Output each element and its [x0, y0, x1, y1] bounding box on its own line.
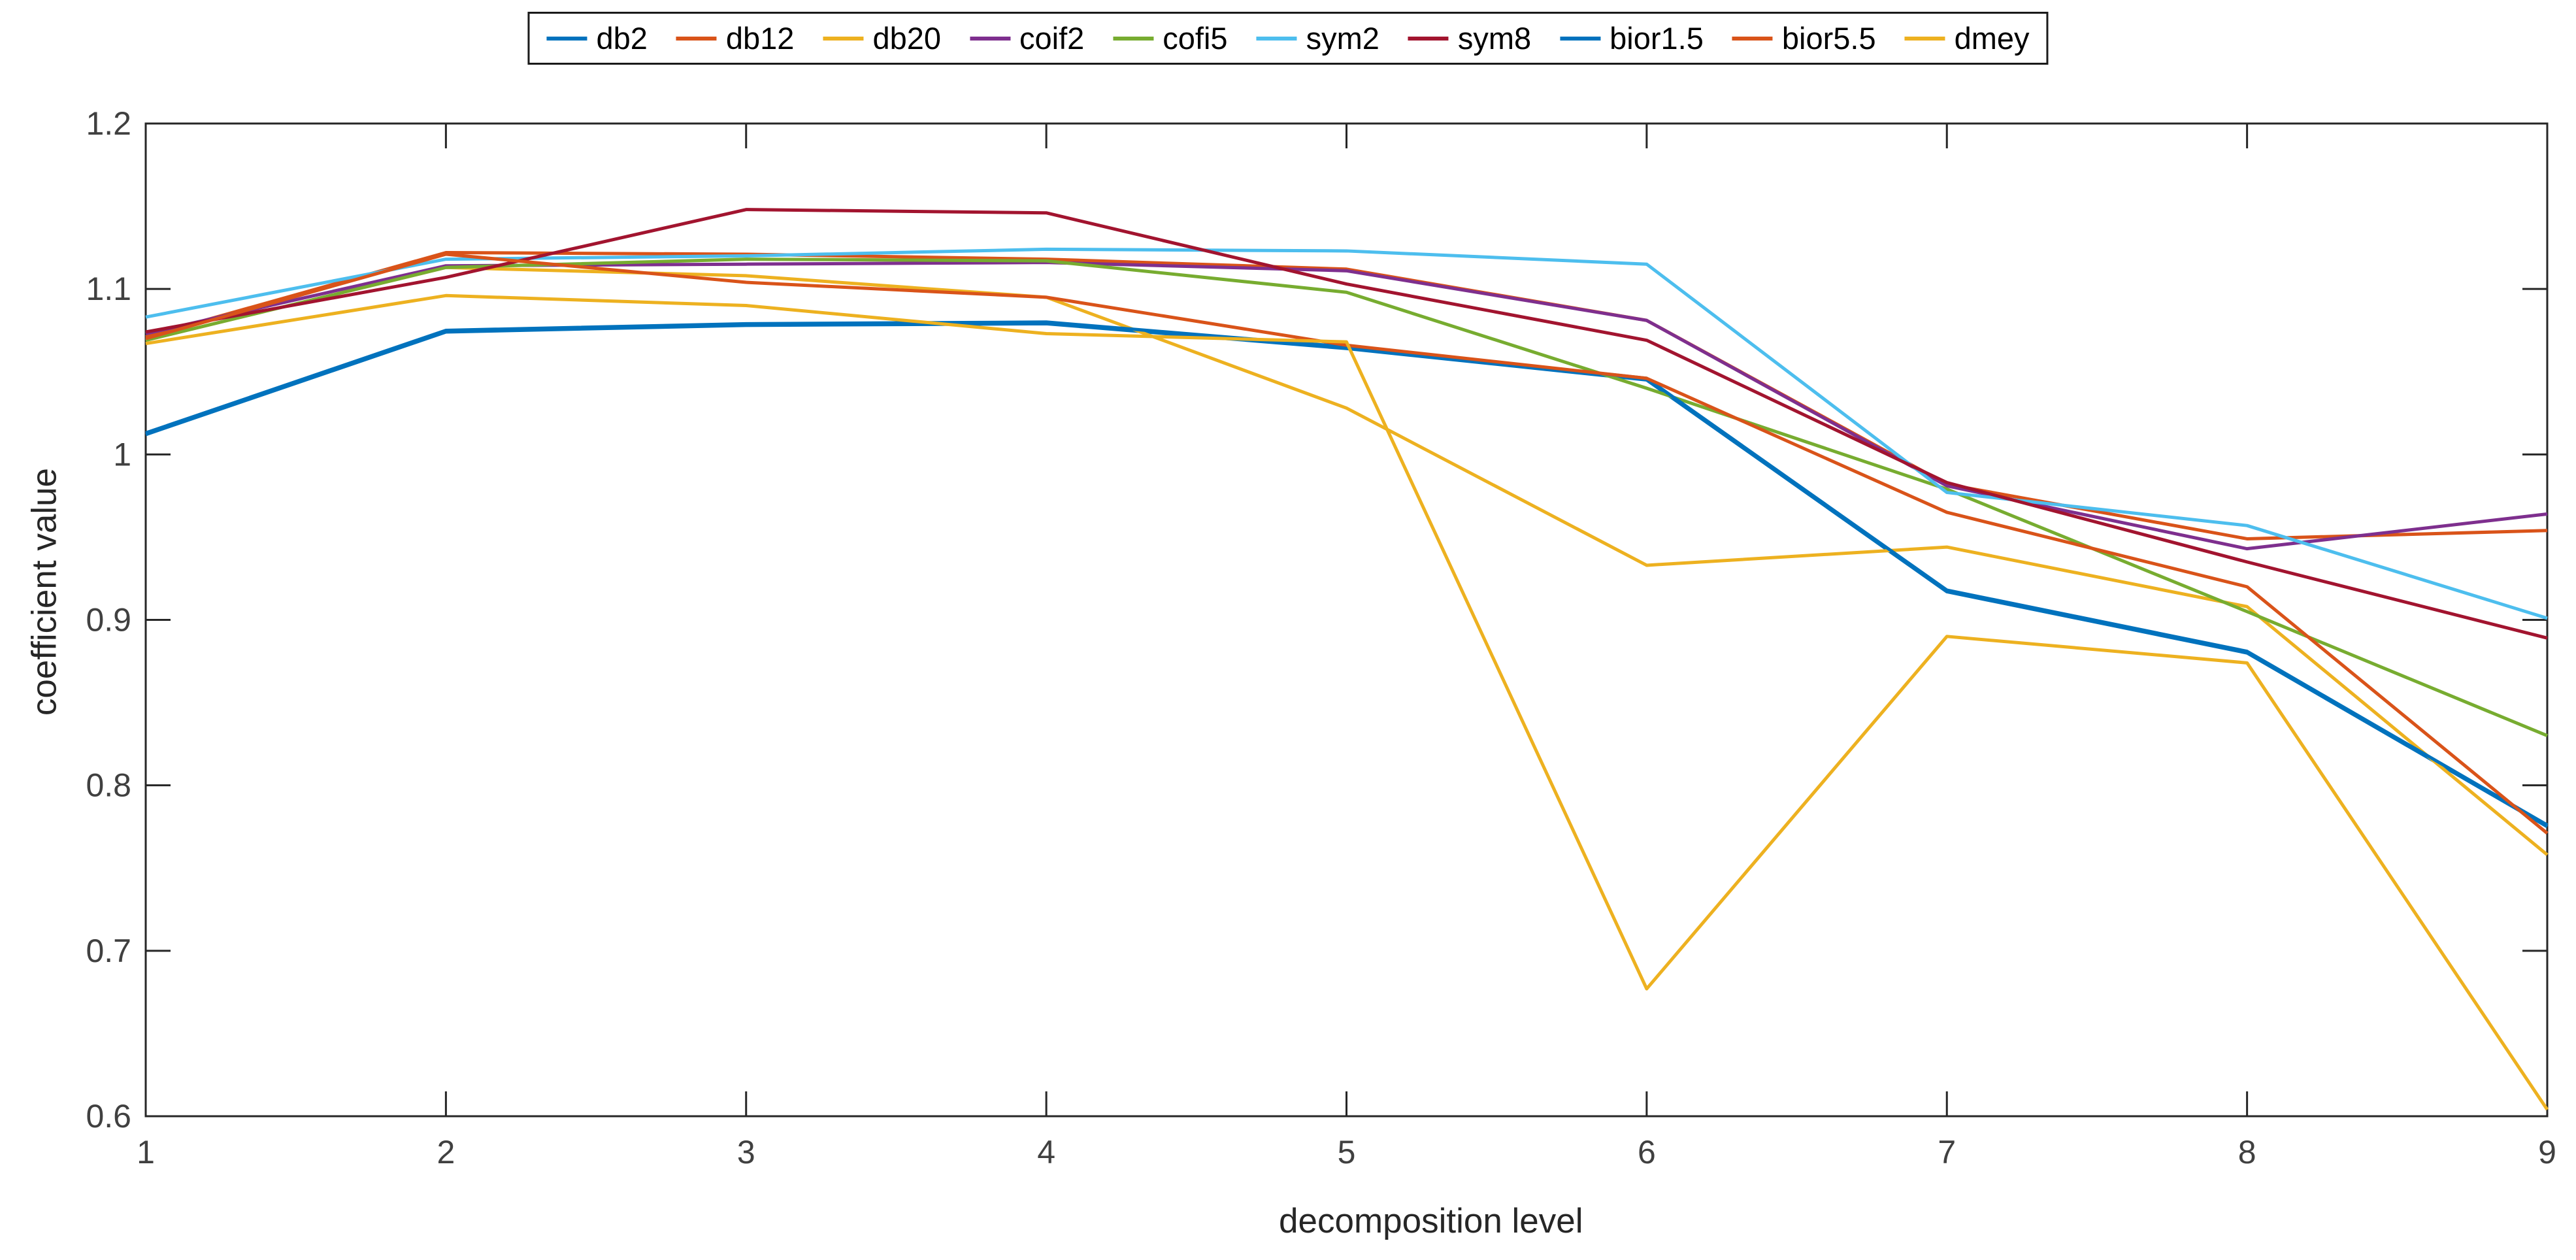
legend-item-db12: db12: [676, 21, 795, 56]
x-tick-label: 8: [2238, 1134, 2256, 1170]
legend-item-sym8: sym8: [1408, 23, 1531, 54]
series-line-sym8: [145, 208, 2548, 640]
legend-item-db20: db20: [823, 23, 941, 54]
series-line-bior1.5: [145, 320, 2549, 827]
series-line-dmey: [145, 293, 2549, 1111]
legend-swatch-bior5.5: [1732, 36, 1773, 41]
legend-label: sym2: [1306, 21, 1379, 56]
legend-label: db20: [872, 21, 942, 56]
y-axis-title: coefficient value: [25, 467, 64, 716]
legend-label: db12: [725, 21, 795, 56]
legend-label: db2: [596, 21, 648, 56]
x-tick-label: 6: [1638, 1134, 1656, 1170]
legend-label: sym8: [1457, 21, 1532, 56]
legend-item-dmey: dmey: [1904, 21, 2030, 56]
x-tick-label: 2: [437, 1134, 455, 1170]
y-tick-label: 0.6: [86, 1098, 131, 1135]
y-tick-label: 1.1: [86, 271, 131, 307]
x-tick-label: 7: [1938, 1134, 1956, 1170]
y-tick-label: 0.7: [86, 933, 131, 969]
legend-label: dmey: [1954, 21, 2030, 56]
y-tick-label: 0.8: [86, 767, 131, 804]
series-line-coif2: [145, 261, 2548, 551]
legend-swatch-dmey: [1904, 36, 1945, 41]
legend-item-bior1.5: bior1.5: [1560, 23, 1704, 54]
legend-item-sym2: sym2: [1256, 21, 1379, 56]
x-tick-label: 5: [1338, 1134, 1356, 1170]
legend: db2 db12 db20 coif2 cofi5 sym2 sym8 bior1.5 bior…: [527, 12, 2049, 65]
legend-swatch-db2: [546, 36, 587, 41]
legend-item-bior5.5: bior5.5: [1732, 23, 1876, 54]
y-tick-label: 0.9: [86, 602, 131, 638]
legend-swatch-sym8: [1408, 36, 1449, 41]
legend-swatch-coif2: [970, 36, 1011, 41]
x-tick-label: 4: [1037, 1134, 1055, 1170]
y-tick-label: 1.2: [86, 105, 131, 142]
legend-label: bior5.5: [1781, 21, 1876, 56]
series-line-sym2: [145, 247, 2548, 620]
legend-swatch-db12: [676, 36, 717, 41]
legend-swatch-bior1.5: [1560, 36, 1601, 41]
x-axis-title: decomposition level: [1279, 1202, 1583, 1240]
legend-swatch-cofi5: [1113, 36, 1154, 41]
legend-label: bior1.5: [1610, 21, 1704, 56]
y-tick-label: 1: [113, 436, 131, 472]
legend-swatch-db20: [823, 36, 864, 41]
series-line-db20: [145, 265, 2549, 856]
legend-label: cofi5: [1163, 21, 1228, 56]
series-line-db12: [145, 250, 2548, 540]
legend-item-cofi5: cofi5: [1113, 21, 1228, 56]
x-tick-label: 9: [2538, 1134, 2556, 1170]
legend-item-coif2: coif2: [970, 23, 1084, 54]
legend-swatch-sym2: [1256, 36, 1297, 41]
x-tick-label: 1: [137, 1134, 155, 1170]
series-line-db2: [145, 322, 2549, 829]
legend-label: coif2: [1019, 21, 1085, 56]
legend-item-db2: db2: [546, 21, 648, 56]
x-tick-label: 3: [737, 1134, 755, 1170]
